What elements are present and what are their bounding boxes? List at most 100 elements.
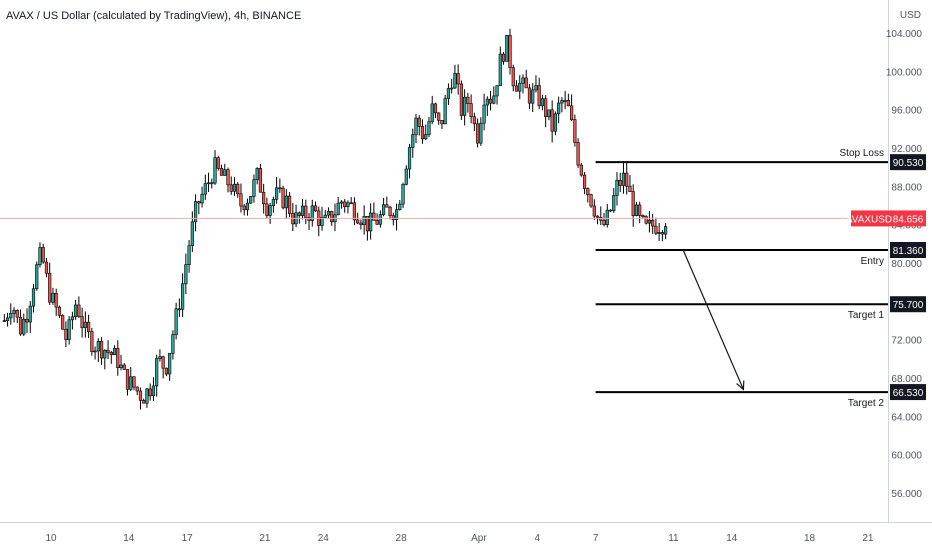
target-1-price-tag	[890, 296, 926, 313]
candle-down	[177, 308, 181, 311]
candle-down	[466, 96, 470, 104]
candle-up	[187, 245, 191, 266]
candle-up	[96, 341, 100, 352]
candles-layer	[2, 28, 668, 410]
candle-down	[106, 349, 110, 353]
candle-up	[103, 349, 107, 359]
candle-down	[579, 164, 583, 176]
candle-down	[573, 119, 577, 143]
chart-title: AVAX / US Dollar (calculated by TradingV…	[6, 10, 302, 22]
stop-loss-label: Stop Loss	[840, 148, 884, 159]
time-axis[interactable]: 10 14 17 21 24 28 Apr 4 7 11 14 18 21	[0, 522, 932, 545]
price-tick-label: 96.000	[891, 106, 922, 117]
candle-down	[511, 67, 515, 87]
candle-down	[307, 217, 311, 221]
candle-down	[87, 321, 91, 332]
candle-up	[349, 202, 353, 205]
candle-up	[521, 77, 525, 84]
candle-down	[304, 205, 308, 218]
candle-up	[158, 356, 162, 359]
candle-down	[25, 318, 29, 323]
candle-down	[508, 35, 512, 68]
candle-down	[15, 310, 19, 318]
candle-up	[190, 221, 194, 246]
candle-down	[456, 73, 460, 85]
candle-up	[612, 195, 616, 211]
candle-down	[44, 261, 49, 274]
candle-down	[2, 320, 6, 322]
price-tick-label: 92.000	[891, 144, 922, 155]
candle-down	[544, 98, 548, 117]
candle-up	[534, 85, 538, 91]
candle-down	[651, 219, 655, 227]
candle-down	[77, 304, 81, 317]
candle-down	[281, 187, 285, 209]
candle-up	[346, 202, 350, 208]
candle-down	[80, 316, 84, 329]
candle-up	[407, 147, 412, 170]
candle-down	[592, 205, 596, 217]
candle-up	[560, 100, 564, 104]
candle-up	[498, 53, 502, 86]
candle-up	[540, 98, 545, 107]
candle-down	[330, 211, 334, 223]
candle-down	[54, 292, 58, 308]
candle-up	[378, 214, 382, 225]
target-2-price-tag	[890, 384, 926, 401]
candle-up	[326, 211, 331, 216]
candle-up	[245, 202, 250, 211]
price-tick-label: 56.000	[891, 489, 922, 500]
candle-down	[459, 83, 463, 116]
candle-down	[618, 180, 622, 186]
candle-down	[109, 351, 113, 355]
candle-up	[518, 82, 522, 92]
candle-down	[420, 126, 425, 140]
candle-up	[495, 85, 499, 97]
candle-down	[576, 142, 580, 166]
time-tick-label: 21	[259, 533, 271, 544]
candle-down	[242, 205, 246, 211]
candle-down	[628, 185, 632, 192]
candle-down	[437, 112, 441, 121]
entry-price-value: 81.360	[893, 246, 924, 257]
candle-up	[664, 226, 668, 235]
candle-up	[145, 388, 149, 404]
candle-down	[219, 167, 224, 176]
target-2-label: Target 2	[848, 398, 885, 409]
candle-down	[258, 168, 263, 193]
candle-down	[388, 206, 392, 217]
candle-up	[323, 214, 327, 218]
candle-up	[505, 35, 509, 62]
candle-up	[446, 88, 451, 99]
candle-up	[605, 209, 609, 225]
candle-up	[284, 195, 288, 209]
candle-up	[249, 196, 253, 204]
candle-up	[255, 168, 259, 181]
candle-up	[443, 98, 447, 125]
candle-up	[362, 216, 366, 225]
candle-down	[602, 220, 606, 225]
candle-down	[514, 85, 519, 92]
candle-up	[9, 313, 13, 319]
candle-up	[5, 317, 10, 322]
time-tick-label: 11	[668, 533, 679, 544]
candle-up	[200, 193, 204, 204]
candle-up	[424, 134, 428, 140]
candle-up	[275, 187, 279, 200]
currency-label: USD	[900, 10, 921, 21]
candle-down	[638, 204, 642, 216]
candle-down	[236, 183, 240, 195]
candle-up	[634, 204, 639, 216]
target-2-price-value: 66.530	[893, 388, 924, 399]
candle-up	[553, 113, 558, 132]
candle-down	[313, 205, 318, 212]
time-tick-label: Apr	[471, 533, 487, 544]
candle-down	[41, 247, 45, 263]
candle-down	[385, 204, 389, 208]
price-axis[interactable]: 56.00060.00064.00068.00072.00080.00084.0…	[846, 0, 926, 522]
projection-arrow-line	[682, 249, 744, 390]
candle-up	[181, 283, 185, 310]
candle-up	[35, 264, 39, 290]
candle-up	[482, 104, 486, 124]
